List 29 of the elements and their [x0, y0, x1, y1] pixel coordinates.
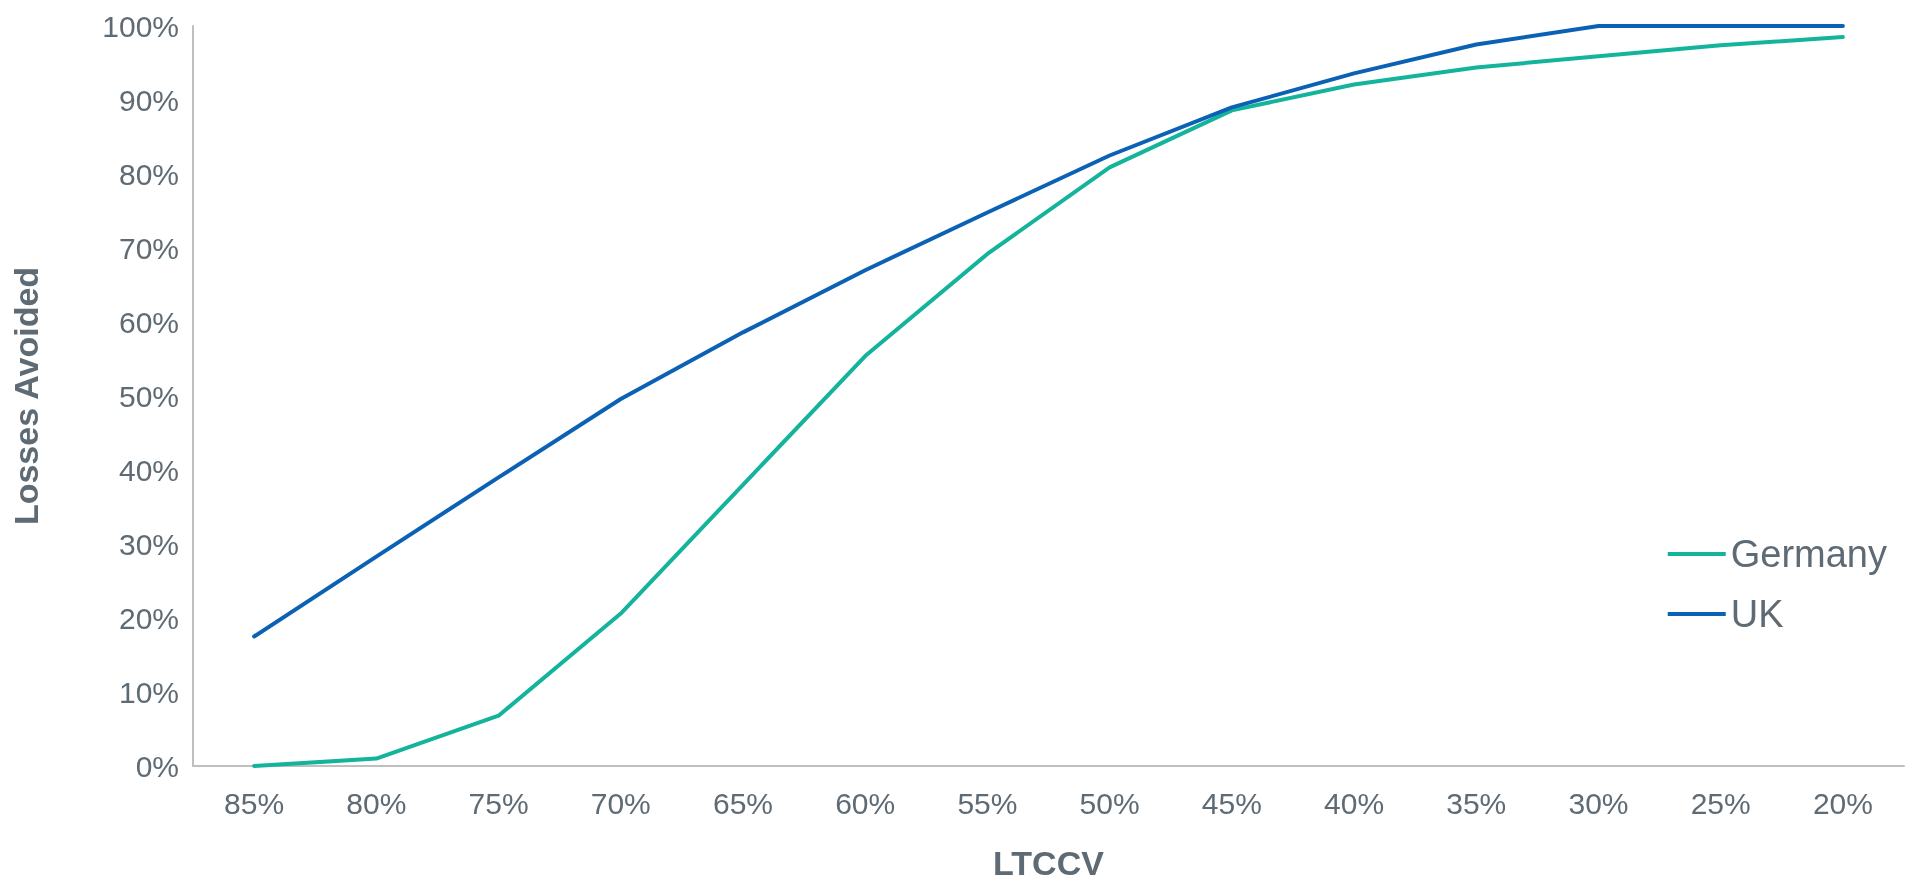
y-tick-label: 10%: [118, 675, 179, 709]
x-tick-label: 85%: [224, 786, 285, 820]
x-tick-label: 40%: [1324, 786, 1385, 820]
x-axis-title: LTCCV: [993, 844, 1105, 882]
y-tick-label: 80%: [118, 157, 179, 191]
y-tick-label: 60%: [118, 305, 179, 339]
y-tick-label: 20%: [118, 601, 179, 635]
legend-label: UK: [1730, 593, 1784, 635]
x-tick-label: 80%: [346, 786, 407, 820]
x-tick-label: 75%: [468, 786, 529, 820]
x-tick-label: 70%: [590, 786, 651, 820]
x-tick-label: 35%: [1446, 786, 1507, 820]
x-tick-label: 60%: [835, 786, 896, 820]
y-tick-label: 50%: [118, 379, 179, 413]
legend-label: Germany: [1730, 533, 1888, 575]
y-axis-title: Losses Avoided: [7, 266, 45, 526]
y-tick-label: 30%: [118, 527, 179, 561]
x-tick-label: 45%: [1201, 786, 1262, 820]
x-tick-label: 55%: [957, 786, 1018, 820]
x-tick-label: 25%: [1690, 786, 1751, 820]
y-tick-label: 40%: [118, 453, 179, 487]
x-tick-label: 50%: [1079, 786, 1140, 820]
y-tick-label: 100%: [102, 9, 179, 43]
y-tick-label: 70%: [118, 231, 179, 265]
y-tick-label: 0%: [135, 749, 179, 783]
y-tick-label: 90%: [118, 83, 179, 117]
x-tick-label: 30%: [1568, 786, 1629, 820]
x-tick-label: 65%: [712, 786, 773, 820]
x-tick-label: 20%: [1812, 786, 1873, 820]
